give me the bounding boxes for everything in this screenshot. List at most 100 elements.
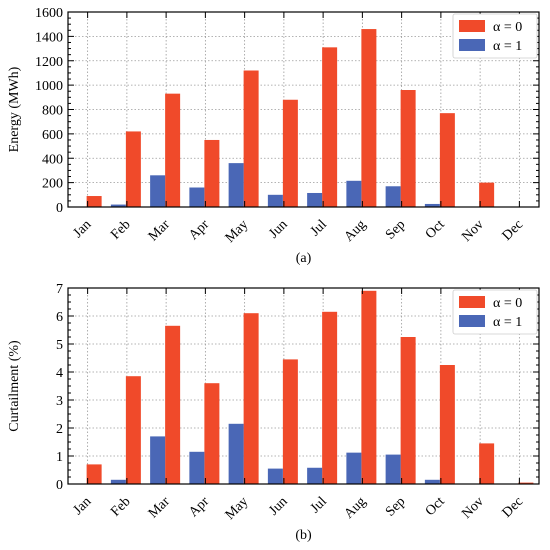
x-tick-label: Sep	[383, 217, 408, 242]
y-tick-label: 5	[56, 338, 63, 353]
legend: α = 0 α = 1	[452, 289, 538, 335]
y-tick-label: 400	[42, 152, 63, 167]
bar-alpha0-jan	[86, 196, 102, 207]
bar-alpha1-sep	[385, 454, 401, 484]
x-tick-label: Jan	[71, 494, 95, 518]
bar-alpha0-nov	[479, 443, 495, 484]
x-tick-label: Apr	[186, 494, 212, 520]
x-tick-label: Feb	[108, 217, 133, 242]
x-tick-label: May	[223, 217, 252, 246]
x-tick-label: Nov	[459, 494, 487, 522]
x-tick-label: Jul	[308, 494, 330, 516]
bar-alpha1-jul	[307, 467, 323, 484]
x-tick-label: Oct	[423, 494, 448, 519]
panel-caption: (b)	[295, 528, 312, 543]
x-tick-label: Feb	[108, 494, 133, 519]
legend-swatch-alpha1	[459, 39, 485, 51]
x-tick-label: Apr	[186, 217, 212, 243]
y-tick-label: 1000	[35, 79, 63, 94]
bar-alpha0-aug	[361, 29, 377, 207]
x-tick-label: Dec	[500, 494, 527, 521]
bar-alpha1-sep	[385, 186, 401, 207]
x-tick-label: Mar	[146, 494, 173, 521]
y-tick-label: 1200	[35, 55, 63, 70]
bar-alpha0-mar	[165, 93, 181, 207]
bar-alpha0-jun	[282, 359, 298, 484]
bar-alpha1-mar	[150, 175, 166, 207]
bar-alpha1-aug	[346, 452, 362, 484]
bar-alpha1-aug	[346, 180, 362, 207]
y-tick-label: 1600	[35, 6, 63, 21]
bar-alpha0-oct	[439, 365, 455, 484]
chart-panel-b: 0 1 2 3 4 5 6 7 Jan Feb Mar Apr May Jun Jul Aug Sep Oct No…	[7, 282, 540, 543]
bar-alpha1-jun	[267, 468, 283, 484]
y-tick-label: 0	[56, 478, 63, 493]
x-tick-label: Aug	[342, 217, 370, 245]
bar-alpha0-aug	[361, 290, 377, 484]
x-tick-label: Oct	[423, 217, 448, 242]
y-tick-label: 1400	[35, 30, 63, 45]
x-tick-label: May	[223, 494, 252, 523]
bar-alpha0-jan	[86, 464, 102, 484]
y-tick-label: 6	[56, 310, 63, 325]
bar-alpha0-sep	[400, 90, 416, 207]
bar-alpha0-may	[243, 70, 259, 207]
bar-alpha0-apr	[204, 139, 220, 207]
legend-label: α = 0	[493, 20, 522, 35]
legend-swatch-alpha1	[459, 315, 485, 327]
bar-alpha0-dec	[518, 482, 534, 484]
y-axis-label: Curtailment (%)	[7, 340, 22, 432]
panel-caption: (a)	[296, 251, 312, 266]
x-tick-label: Jan	[71, 217, 95, 241]
legend-label: α = 0	[493, 296, 522, 311]
x-tick-label: Jun	[266, 494, 290, 518]
bar-alpha1-feb	[110, 479, 126, 484]
x-tick-label: Dec	[500, 217, 527, 244]
bar-alpha0-sep	[400, 337, 416, 484]
bar-alpha0-jul	[322, 47, 338, 207]
y-axis-label: Energy (MWh)	[7, 66, 22, 152]
x-tick-label: Nov	[459, 217, 487, 245]
bar-alpha1-apr	[189, 451, 205, 484]
bar-alpha0-jul	[322, 311, 338, 484]
chart-panel-a: 0 200 400 600 800 1000 1200 1400 1600 Jan Feb Mar Ap…	[7, 6, 540, 266]
x-tick-label: Sep	[383, 494, 408, 519]
bar-alpha0-feb	[125, 131, 141, 207]
legend: α = 0 α = 1	[452, 13, 538, 59]
y-tick-label: 0	[56, 201, 63, 216]
bar-alpha1-may	[228, 423, 244, 484]
bar-alpha0-apr	[204, 383, 220, 484]
x-tick-label: Jun	[266, 217, 290, 241]
bar-alpha1-feb	[110, 204, 126, 207]
bar-alpha1-mar	[150, 436, 166, 484]
bar-alpha0-jun	[282, 99, 298, 207]
y-tick-label: 800	[42, 104, 63, 119]
x-tick-label: Mar	[146, 217, 173, 244]
y-tick-label: 200	[42, 177, 63, 192]
y-tick-label: 4	[56, 366, 63, 381]
y-tick-label: 1	[56, 450, 63, 465]
y-tick-label: 600	[42, 128, 63, 143]
bar-alpha0-may	[243, 313, 259, 484]
legend-label: α = 1	[493, 39, 522, 54]
x-tick-label: Aug	[342, 494, 370, 522]
legend-label: α = 1	[493, 315, 522, 330]
bar-alpha0-feb	[125, 376, 141, 484]
bar-alpha1-oct	[424, 479, 440, 484]
bar-alpha1-may	[228, 163, 244, 207]
x-tick-label: Jul	[308, 217, 330, 239]
bar-alpha0-oct	[439, 113, 455, 207]
bar-alpha1-oct	[424, 203, 440, 207]
bar-alpha0-mar	[165, 325, 181, 484]
bar-alpha1-jun	[267, 194, 283, 207]
legend-swatch-alpha0	[459, 296, 485, 308]
y-tick-label: 2	[56, 422, 63, 437]
bar-alpha0-nov	[479, 182, 495, 207]
legend-swatch-alpha0	[459, 20, 485, 32]
y-tick-label: 7	[56, 282, 63, 297]
bar-alpha1-apr	[189, 187, 205, 207]
y-tick-label: 3	[56, 394, 63, 409]
bar-alpha1-jul	[307, 192, 323, 207]
